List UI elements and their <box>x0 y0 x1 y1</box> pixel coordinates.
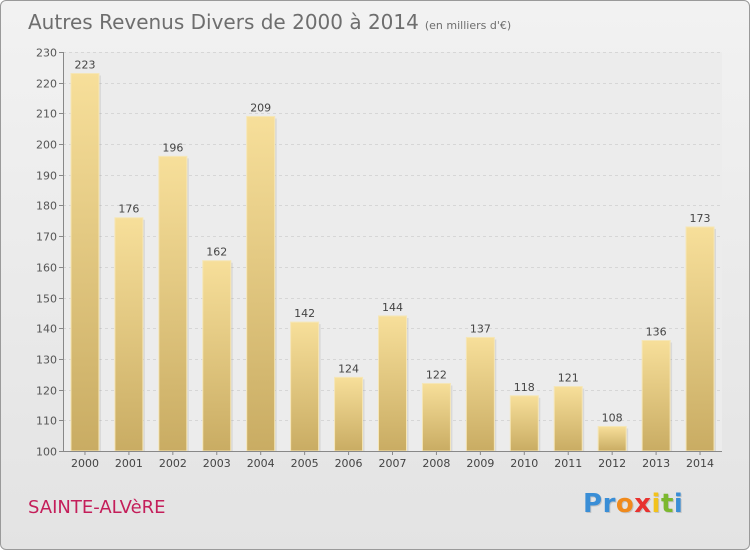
y-tick-label: 140 <box>36 323 57 336</box>
y-tick-label: 190 <box>36 170 57 183</box>
bar-2008 <box>421 382 451 452</box>
value-label: 162 <box>206 246 227 259</box>
bar-2013 <box>641 340 671 452</box>
x-tick-label: 2000 <box>71 457 99 470</box>
bar-2012 <box>597 425 627 452</box>
axes: 100 110 120 130 140 150 160 170 180 190 200 210 220 2… <box>36 47 722 470</box>
bar-2007 <box>378 315 407 452</box>
bar-2005 <box>290 321 320 452</box>
x-tick-label: 2014 <box>686 457 714 470</box>
x-tick-label: 2010 <box>510 457 538 470</box>
logo-letter: P <box>583 489 603 519</box>
chart-subtitle: (en milliers d'€) <box>424 19 512 32</box>
y-tick-label: 120 <box>36 385 57 398</box>
value-label: 142 <box>294 307 315 320</box>
value-label: 118 <box>514 381 535 394</box>
y-tick-label: 220 <box>36 78 57 91</box>
proxiti-logo[interactable]: Proxiti <box>583 489 683 519</box>
value-label: 137 <box>470 322 491 335</box>
y-tick-label: 170 <box>36 231 57 244</box>
chart-title: Autres Revenus Divers de 2000 à 2014 (en … <box>28 10 511 34</box>
bar-2011 <box>553 386 583 452</box>
bar-2006 <box>334 376 364 452</box>
logo-letter: x <box>634 489 652 519</box>
chart-title-text: Autres Revenus Divers de 2000 à 2014 <box>28 10 419 34</box>
x-tick-label: 2006 <box>335 457 363 470</box>
value-label: 144 <box>382 301 403 314</box>
x-tick-label: 2007 <box>379 457 407 470</box>
y-tick-label: 210 <box>36 108 57 121</box>
x-tick-label: 2003 <box>203 457 231 470</box>
value-label: 122 <box>426 368 447 381</box>
x-tick-label: 2008 <box>422 457 450 470</box>
logo-letter: i <box>651 489 661 519</box>
value-label: 124 <box>338 362 359 375</box>
value-label: 196 <box>162 141 183 154</box>
x-tick-label: 2004 <box>247 457 275 470</box>
value-label: 173 <box>690 212 711 225</box>
y-tick-label: 230 <box>36 47 57 60</box>
y-tick-label: 130 <box>36 354 57 367</box>
y-tick-label: 160 <box>36 262 57 275</box>
x-tick-label: 2002 <box>159 457 187 470</box>
value-label: 176 <box>118 203 139 216</box>
y-tick-label: 180 <box>36 200 57 213</box>
x-tick-label: 2001 <box>115 457 143 470</box>
bar-2002 <box>158 155 188 452</box>
bar-2003 <box>202 260 232 452</box>
logo-letter: t <box>660 489 674 519</box>
x-tick-label: 2009 <box>466 457 494 470</box>
x-tick-label: 2011 <box>554 457 582 470</box>
x-tick-label: 2013 <box>642 457 670 470</box>
y-tick-label: 200 <box>36 139 57 152</box>
bars <box>70 72 717 452</box>
y-tick-label: 150 <box>36 293 57 306</box>
logo-letter: i <box>673 489 684 519</box>
commune-name: SAINTE-ALVèRE <box>28 497 166 518</box>
value-label: 223 <box>74 58 95 71</box>
value-label: 209 <box>250 101 271 114</box>
y-tick-label: 100 <box>36 446 57 459</box>
value-label: 121 <box>558 372 579 385</box>
x-tick-label: 2012 <box>598 457 626 470</box>
bar-2014 <box>685 226 715 452</box>
value-label: 136 <box>646 326 667 339</box>
bar-2010 <box>509 395 539 452</box>
bar-2009 <box>465 336 495 452</box>
y-tick-label: 110 <box>36 415 57 428</box>
value-label: 108 <box>602 411 623 424</box>
logo-letter: r <box>602 489 616 519</box>
x-tick-label: 2005 <box>291 457 319 470</box>
bar-2001 <box>114 217 144 452</box>
bar-2000 <box>70 72 100 452</box>
logo-letter: o <box>615 489 635 519</box>
bar-2004 <box>246 115 276 452</box>
